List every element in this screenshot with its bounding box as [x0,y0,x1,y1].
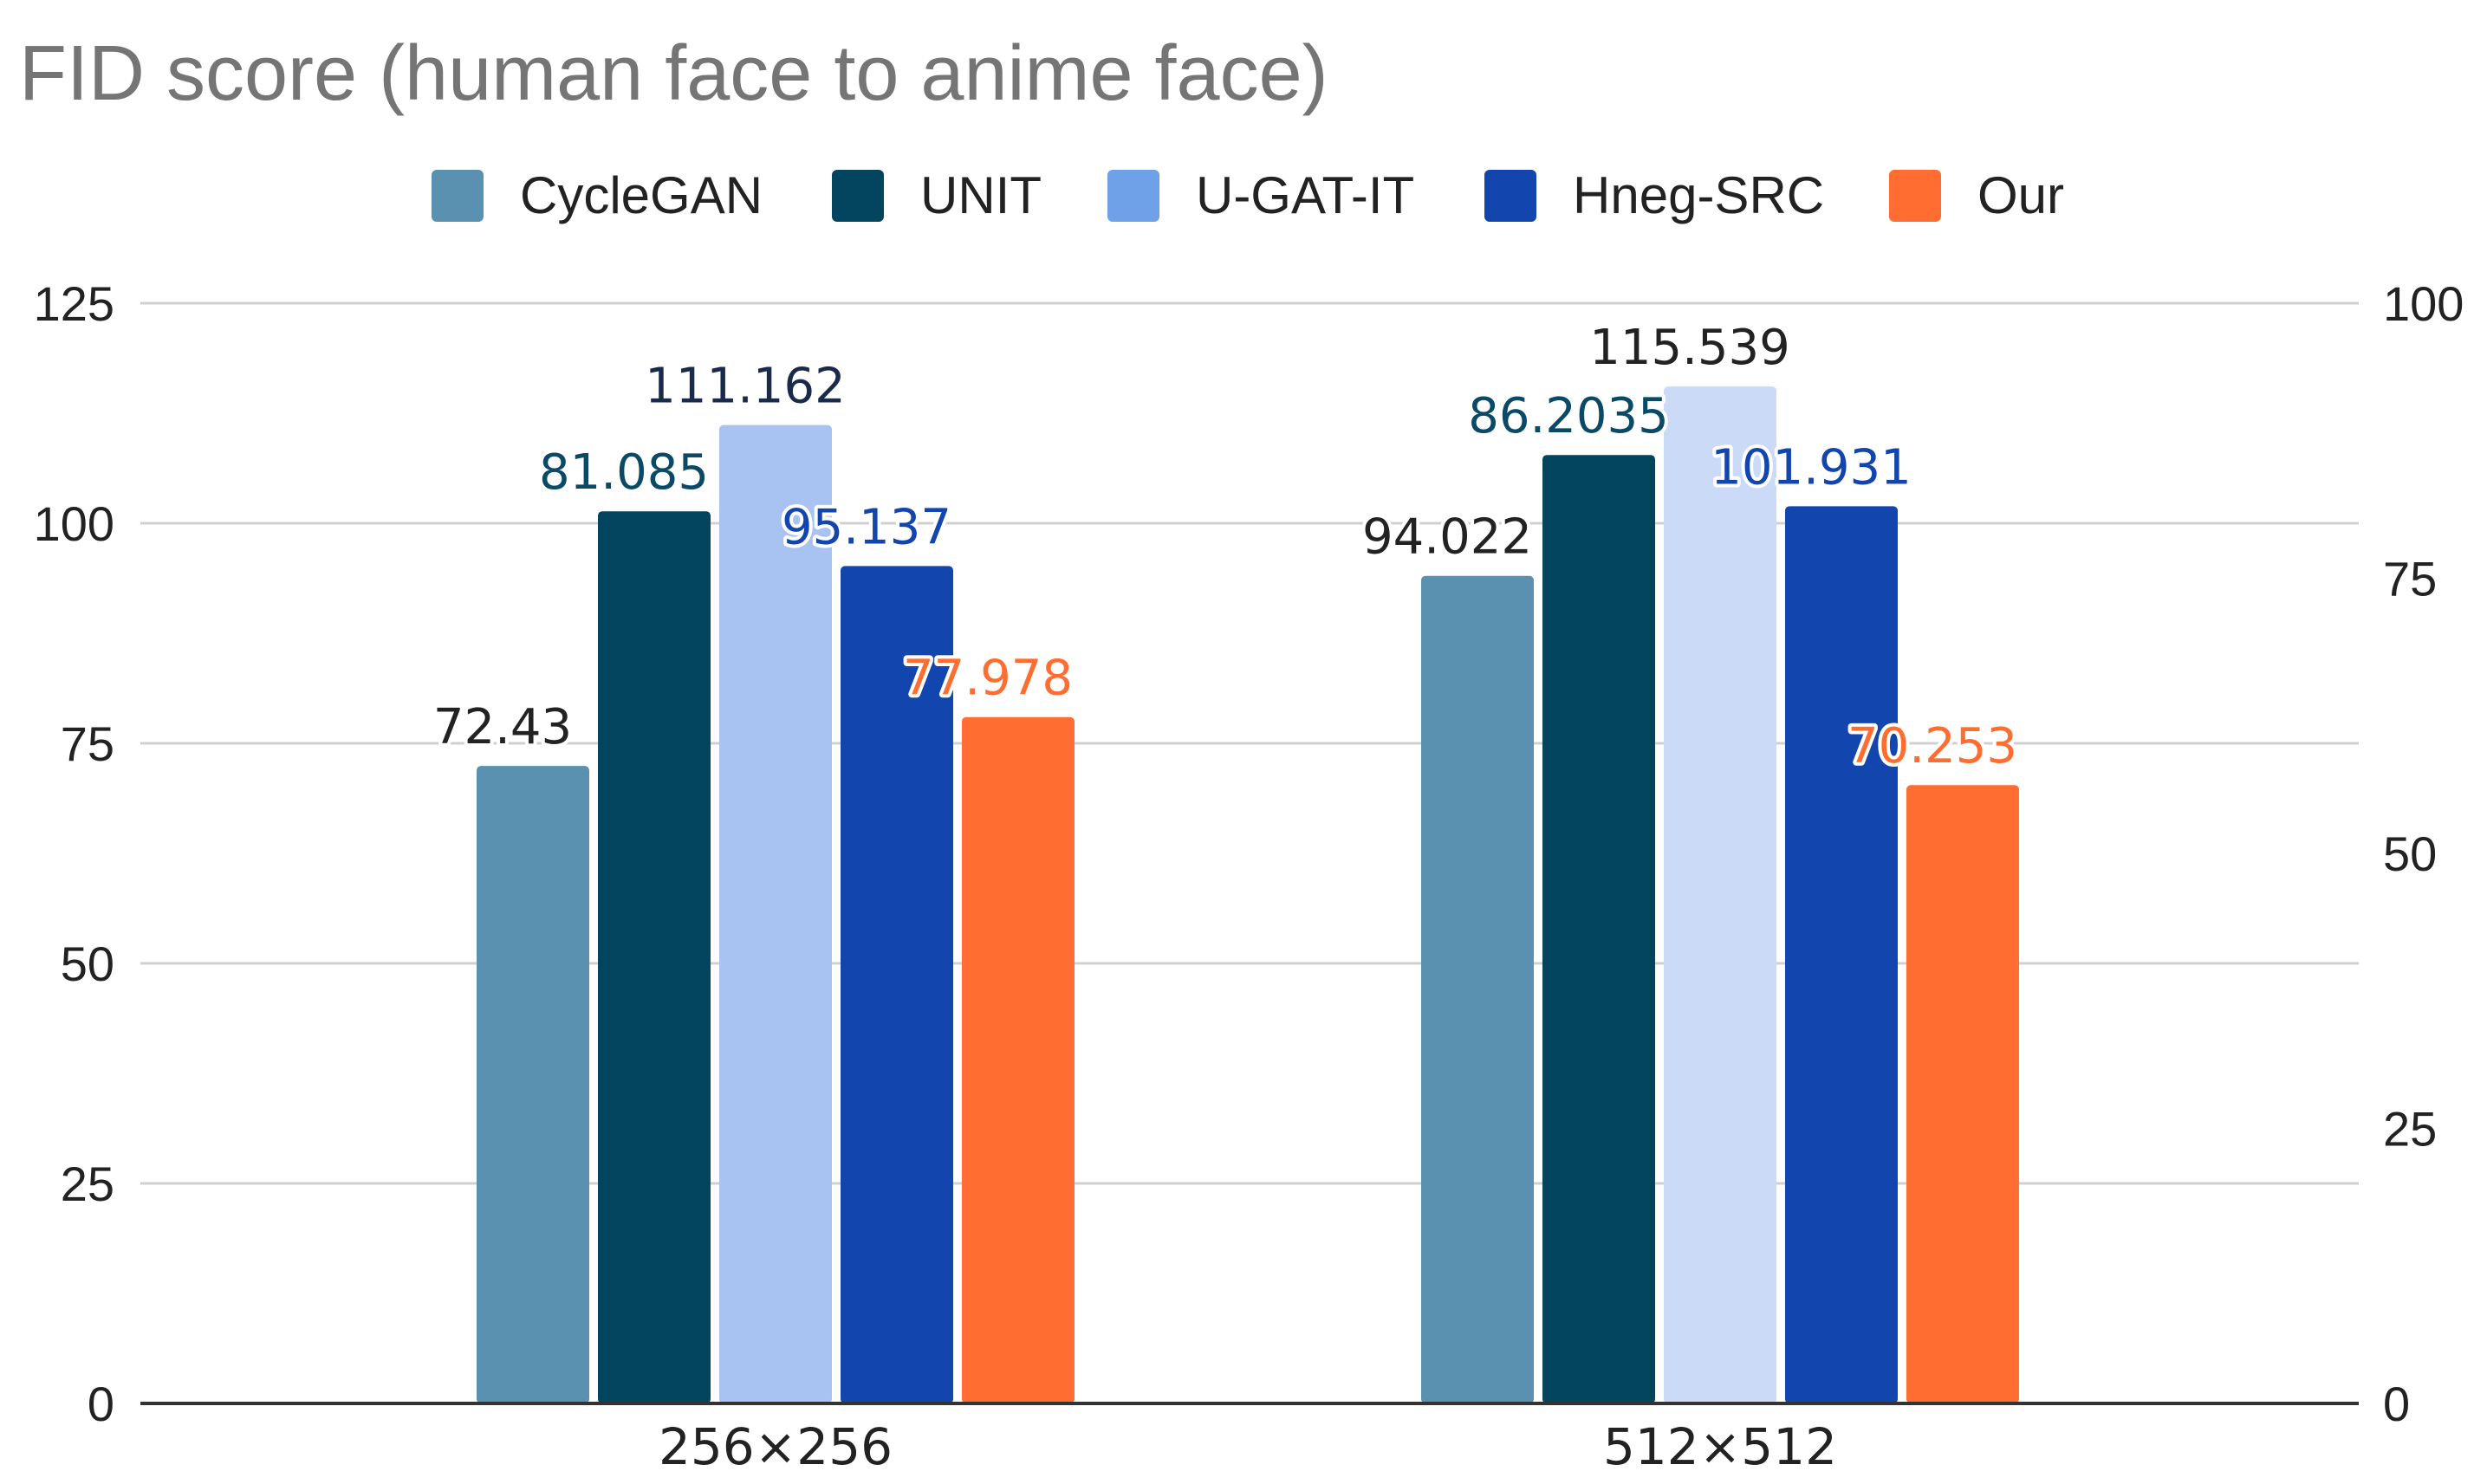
left-tick-0: 0 [88,1377,114,1431]
bar-cyclegan-1 [1421,575,1534,1403]
right-tick-0: 0 [2383,1377,2410,1431]
legend-label-unit: UNIT [920,166,1042,224]
legend-swatch-unit [832,170,884,222]
bars [477,386,2019,1404]
left-tick-125: 125 [34,276,114,331]
right-tick-25: 25 [2383,1102,2437,1157]
legend-label-hneg-src: Hneg-SRC [1573,166,1824,224]
right-tick-100: 100 [2383,276,2464,331]
legend-swatch-hneg-src [1484,170,1536,222]
bar-our-0 [962,716,1075,1403]
legend-swatch-cyclegan [432,170,484,222]
value-label-hneg-src-1: 101.931 [1711,439,1912,496]
legend: CycleGAN UNIT U-GAT-IT Hneg-SRC Our [432,166,2064,224]
value-labels: 72.43 81.085 111.162 95.137 77.978 94.022 86.2… [430,316,2021,778]
value-label-u-gat-it-0: 111.162 [645,359,846,415]
value-label-cyclegan-1: 94.022 [1362,509,1532,566]
right-tick-75: 75 [2383,552,2437,606]
value-label-u-gat-it-1: 115.539 [1589,320,1790,376]
legend-label-our: Our [1977,166,2064,224]
left-tick-100: 100 [34,496,114,551]
chart-title: FID score (human face to anime face) [19,30,1328,117]
legend-swatch-u-gat-it [1107,170,1159,222]
left-tick-25: 25 [61,1157,114,1211]
value-label-unit-1: 86.2035 [1468,388,1669,444]
bar-cyclegan-0 [477,766,589,1403]
value-label-cyclegan-0: 72.43 [433,699,572,755]
bar-hneg-src-0 [841,566,953,1403]
value-label-unit-0: 81.085 [539,444,709,501]
value-label-hneg-src-0: 95.137 [782,499,951,555]
right-axis-ticks: 0 25 50 75 100 [2383,276,2464,1431]
bar-our-1 [1906,785,2019,1403]
category-label-0: 256×256 [659,1417,893,1476]
category-labels: 256×256 512×512 [659,1417,1837,1476]
legend-swatch-our [1889,170,1941,222]
legend-label-cyclegan: CycleGAN [520,166,763,224]
right-tick-50: 50 [2383,826,2437,881]
left-tick-75: 75 [61,716,114,771]
left-axis-ticks: 0 25 50 75 100 125 [34,276,114,1431]
category-label-1: 512×512 [1603,1417,1837,1476]
bar-unit-0 [598,511,711,1404]
bar-u-gat-it-0 [719,424,832,1403]
legend-label-u-gat-it: U-GAT-IT [1196,166,1414,224]
left-tick-50: 50 [61,936,114,991]
value-label-our-1: 70.253 [1847,718,2017,774]
bar-u-gat-it-1 [1664,386,1776,1403]
value-label-our-0: 77.978 [903,651,1073,707]
bar-unit-1 [1542,455,1655,1403]
bar-hneg-src-1 [1785,506,1898,1403]
